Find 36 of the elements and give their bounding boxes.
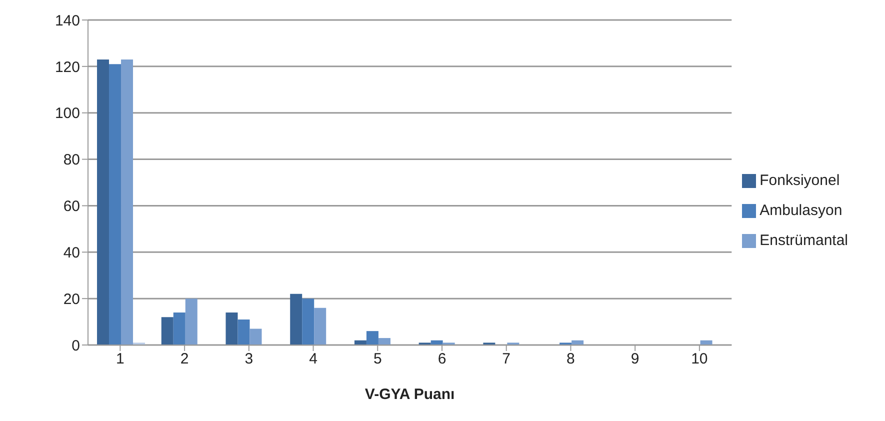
- bar: [173, 312, 186, 345]
- x-tick-label: 5: [373, 350, 382, 368]
- x-tick-label: 6: [438, 350, 446, 368]
- legend-label: Enstrümantal: [760, 232, 848, 248]
- x-tick-label: 2: [180, 350, 189, 368]
- x-tick-label: 3: [244, 350, 254, 368]
- y-tick-label: 80: [63, 152, 80, 169]
- bar: [314, 308, 326, 345]
- bar: [226, 312, 238, 345]
- y-tick-label: 140: [54, 12, 80, 30]
- bar: [378, 338, 390, 345]
- y-tick-label: 100: [54, 105, 80, 122]
- bar: [290, 294, 302, 345]
- y-tick-label: 0: [72, 337, 80, 354]
- bar: [302, 298, 314, 345]
- bar: [185, 298, 198, 345]
- x-tick-label: 9: [630, 350, 640, 368]
- bar: [366, 331, 378, 345]
- y-tick-label: 20: [63, 290, 80, 308]
- legend-label: Fonksiyonel: [760, 172, 840, 188]
- legend-label: Ambulasyon: [760, 202, 842, 218]
- x-tick-label: 1: [116, 350, 124, 368]
- y-tick-label: 60: [63, 198, 80, 216]
- y-tick-label: 120: [54, 58, 80, 76]
- bar: [238, 319, 250, 345]
- x-tick-label: 4: [309, 350, 318, 368]
- x-axis-title: V-GYA Puanı: [364, 386, 455, 403]
- bar: [121, 59, 134, 345]
- bar: [161, 317, 174, 345]
- bar: [97, 59, 110, 345]
- bar: [109, 64, 122, 345]
- bar: [250, 328, 262, 345]
- y-tick-label: 40: [63, 244, 80, 262]
- x-tick-label: 7: [502, 350, 511, 368]
- x-tick-label: 8: [566, 350, 575, 368]
- x-tick-label: 10: [691, 350, 708, 368]
